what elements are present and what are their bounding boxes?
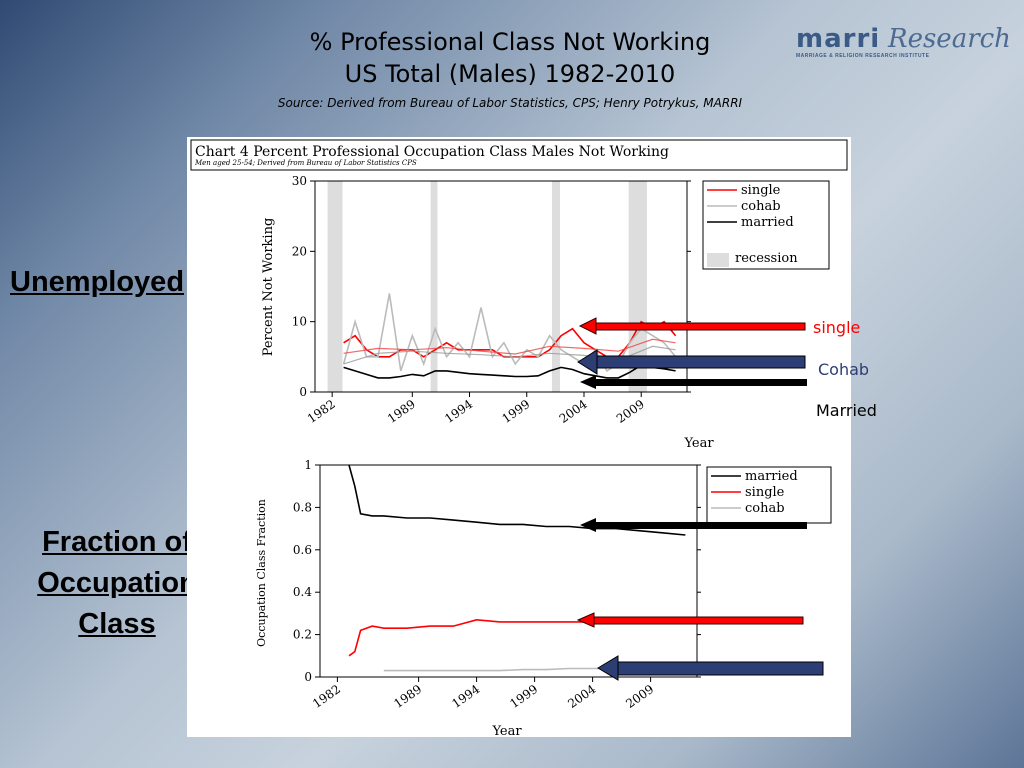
annot-single: single [813, 318, 861, 337]
chart-panel: Chart 4 Percent Professional Occupation … [187, 137, 851, 739]
chart1-legend-label-married: married [741, 215, 794, 230]
label-fraction-line1: Fraction of [42, 526, 192, 558]
chart2-series-cohab [383, 666, 686, 672]
logo-subtext: MARRIAGE & RELIGION RESEARCH INSTITUTE [796, 53, 930, 59]
chart1-series-married [343, 364, 676, 379]
label-fraction-occupation: Fraction of Occupation Class [14, 522, 220, 645]
chart2-ytick-label-1: 0.2 [293, 628, 312, 642]
chart1-xtick-label-3: 1999 [499, 397, 532, 426]
chart1-xtick-label-4: 2004 [557, 397, 590, 426]
slide-title-line2: US Total (Males) 1982-2010 [344, 60, 676, 88]
chart2-ylabel: Occupation Class Fraction [255, 499, 268, 647]
chart2-xtick-label-1: 1989 [391, 682, 424, 711]
chart2-xtick-label-5: 2009 [623, 682, 656, 711]
chart2-xtick-label-3: 1999 [507, 682, 540, 711]
charts-svg: Chart 4 Percent Professional Occupation … [190, 139, 848, 739]
chart1-xtick-label-5: 2009 [614, 397, 647, 426]
slide-source: Source: Derived from Bureau of Labor Sta… [277, 96, 743, 110]
chart2-legend-label-cohab: cohab [745, 501, 785, 516]
marri-research-logo: marri Research MARRIAGE & RELIGION RESEA… [796, 20, 1011, 64]
chart1-series-cohab [342, 293, 677, 373]
chart1-subtitle: Men aged 25-54; Derived from Bureau of L… [194, 159, 417, 167]
chart2-ytick-label-0: 0 [304, 670, 312, 684]
chart1-xtick-label-1: 1989 [385, 397, 418, 426]
label-fraction-line3: Class [78, 608, 156, 640]
chart1-legend-label-cohab: cohab [741, 199, 781, 214]
chart1-ytick-label-2: 20 [292, 244, 307, 258]
chart2-layer: 0 0.2 0.4 0.6 0.8 1 1982 1989 1994 1999 2004 2009 ma… [293, 458, 832, 711]
slide-title-block: % Professional Class Not Working US Tota… [230, 26, 790, 110]
chart1-recession-band-2 [551, 181, 560, 392]
label-fraction-line2: Occupation [37, 567, 197, 599]
chart2-series-single [348, 616, 686, 657]
chart1-legend-label-recession: recession [735, 251, 798, 266]
chart2-plot-frame [319, 464, 698, 678]
label-unemployed: Unemployed [10, 266, 185, 298]
chart1-ytick-label-0: 0 [299, 385, 307, 399]
logo-research-text: Research [888, 24, 1011, 54]
chart1-title: Chart 4 Percent Professional Occupation … [195, 144, 669, 160]
annot-married: Married [816, 401, 877, 420]
chart2-ytick-label-3: 0.6 [293, 543, 312, 557]
chart2-legend-label-single: single [745, 485, 785, 500]
chart2-xlabel: Year [491, 724, 522, 737]
chart1-xtick-label-0: 1982 [305, 397, 338, 426]
chart2-ytick-label-5: 1 [304, 458, 312, 472]
chart2-xtick-label-4: 2004 [565, 682, 598, 711]
chart1-ytick-label-1: 10 [292, 315, 307, 329]
chart1-recession-band-3 [628, 181, 647, 392]
chart1-legend-swatch-recession [707, 253, 729, 267]
chart1-header-box [190, 139, 848, 171]
chart1-xtick-label-2: 1994 [442, 397, 475, 426]
chart1-recession-band-1 [430, 181, 438, 392]
chart2-legend-label-married: married [745, 469, 798, 484]
chart1-recession-band-0 [327, 181, 343, 392]
chart1-layer: 0 10 20 30 1982 1989 1994 1999 2004 2009 singlecoh… [292, 174, 830, 426]
slide-title-line1: % Professional Class Not Working [309, 28, 711, 56]
chart1-trend-single [343, 338, 676, 355]
chart1-xlabel: Year [683, 436, 714, 451]
logo-marri-text: marri [796, 24, 881, 54]
chart1-ytick-label-3: 30 [292, 174, 307, 188]
chart1-plot-frame [314, 180, 688, 393]
annot-cohab: Cohab [818, 360, 870, 379]
chart2-ytick-label-4: 0.8 [293, 500, 312, 514]
chart2-ytick-label-2: 0.4 [293, 585, 312, 599]
chart2-xtick-label-2: 1994 [449, 682, 482, 711]
chart2-xtick-label-0: 1982 [310, 682, 343, 711]
chart1-ylabel: Percent Not Working [261, 218, 276, 357]
chart2-series-married [348, 464, 686, 536]
chart1-legend-label-single: single [741, 183, 781, 198]
